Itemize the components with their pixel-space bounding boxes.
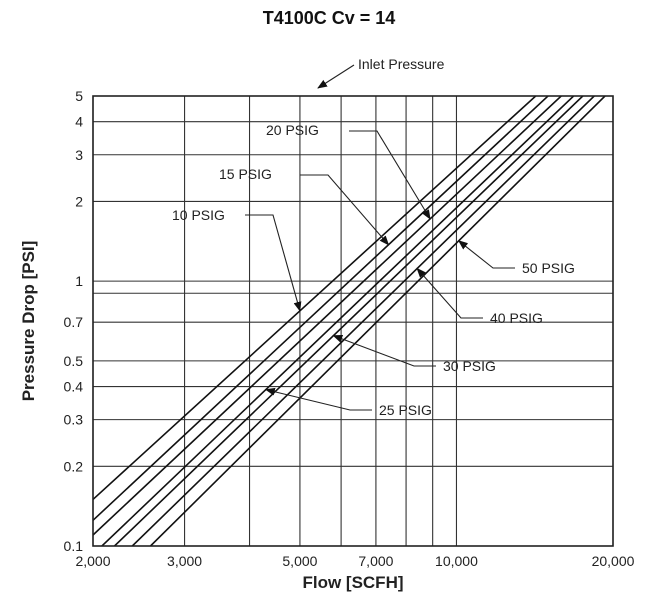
y-tick-label: 1: [75, 273, 83, 289]
x-tick-label: 7,000: [358, 553, 393, 569]
series-annotation-arrow: [264, 387, 372, 411]
y-tick-label: 2: [75, 193, 83, 209]
y-tick-label: 0.5: [64, 353, 84, 369]
series-line-25-psig: [101, 96, 575, 546]
y-tick-label: 4: [75, 114, 83, 130]
chart-title: T4100C Cv = 14: [262, 8, 396, 28]
series-annotation-arrow: [349, 130, 431, 220]
series-annotation-arrow: [245, 214, 302, 312]
y-tick-label: 0.3: [64, 412, 84, 428]
x-tick-labels: 2,000 3,000 5,000 7,000 10,000 20,000: [75, 553, 634, 569]
x-tick-label: 5,000: [282, 553, 317, 569]
x-tick-label: 10,000: [435, 553, 478, 569]
series-annotation-arrow: [416, 267, 483, 319]
series-annotation-label: 10 PSIG: [172, 207, 225, 223]
series-annotation-arrow: [332, 335, 436, 367]
annotations: Inlet Pressure 10 PSIG 15 PSIG 20 PSIG 25 PS…: [172, 56, 575, 418]
x-tick-label: 3,000: [167, 553, 202, 569]
y-tick-label: 0.7: [64, 314, 84, 330]
series-line-30-psig: [113, 96, 584, 546]
y-tick-label: 0.2: [64, 458, 84, 474]
series-annotation-label: 40 PSIG: [490, 310, 543, 326]
x-axis-label: Flow [SCFH]: [302, 573, 403, 592]
series-annotation-label: 25 PSIG: [379, 402, 432, 418]
x-tick-label: 20,000: [592, 553, 635, 569]
legend-title: Inlet Pressure: [358, 56, 445, 72]
y-tick-label: 0.1: [64, 538, 84, 554]
series-annotation-label: 15 PSIG: [219, 166, 272, 182]
series-annotation-arrow: [300, 174, 390, 246]
x-tick-label: 2,000: [75, 553, 110, 569]
y-tick-labels: 0.1 0.2 0.3 0.4 0.5 0.7 1 2 3 4 5: [64, 88, 84, 554]
y-axis-label: Pressure Drop [PSI]: [19, 241, 38, 402]
series-line-10-psig: [93, 96, 537, 500]
series-annotation-label: 50 PSIG: [522, 260, 575, 276]
series-annotation-arrow: [457, 240, 515, 269]
plot-frame: [92, 95, 614, 547]
series-lines: [93, 96, 606, 546]
y-tick-label: 3: [75, 147, 83, 163]
y-tick-label: 5: [75, 88, 83, 104]
series-annotation-label: 20 PSIG: [266, 122, 319, 138]
legend-title-arrow: [317, 64, 355, 89]
series-line-15-psig: [93, 96, 549, 521]
series-annotation-label: 30 PSIG: [443, 358, 496, 374]
series-line-20-psig: [93, 96, 562, 536]
y-tick-label: 0.4: [64, 379, 84, 395]
series-line-50-psig: [149, 96, 606, 546]
series-line-40-psig: [131, 96, 595, 546]
